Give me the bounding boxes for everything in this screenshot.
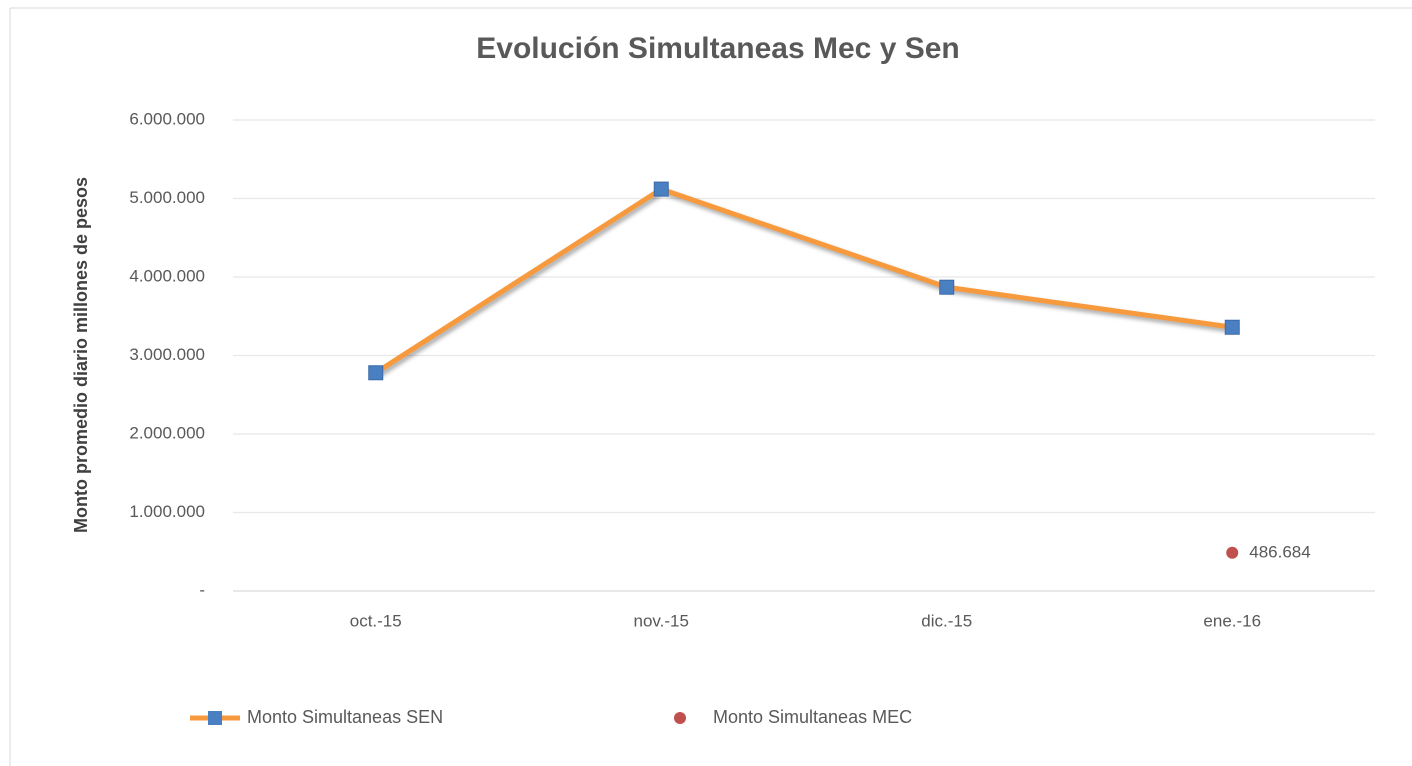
x-tick-label: oct.-15 — [350, 611, 402, 630]
y-tick-label: 5.000.000 — [129, 188, 205, 207]
y-axis-title: Monto promedio diario millones de pesos — [71, 177, 91, 533]
y-tick-label: - — [199, 580, 205, 599]
legend-label: Monto Simultaneas MEC — [713, 707, 912, 727]
x-tick-label: dic.-15 — [921, 611, 972, 630]
y-tick-label: 1.000.000 — [129, 502, 205, 521]
x-tick-label: nov.-15 — [634, 611, 689, 630]
point-marker — [1226, 546, 1239, 559]
data-label: 486.684 — [1249, 542, 1310, 561]
legend-label: Monto Simultaneas SEN — [247, 707, 443, 727]
y-tick-label: 2.000.000 — [129, 423, 205, 442]
chart-title: Evolución Simultaneas Mec y Sen — [476, 32, 960, 65]
legend-marker — [674, 712, 686, 724]
series-line — [374, 186, 1233, 375]
line-marker — [653, 181, 669, 197]
legend-marker — [208, 711, 222, 725]
y-tick-label: 3.000.000 — [129, 345, 205, 364]
x-tick-label: ene.-16 — [1203, 611, 1261, 630]
y-tick-label: 6.000.000 — [129, 109, 205, 128]
line-marker — [368, 365, 384, 381]
line-marker — [1224, 319, 1240, 335]
line-marker — [939, 279, 955, 295]
y-tick-label: 4.000.000 — [129, 266, 205, 285]
